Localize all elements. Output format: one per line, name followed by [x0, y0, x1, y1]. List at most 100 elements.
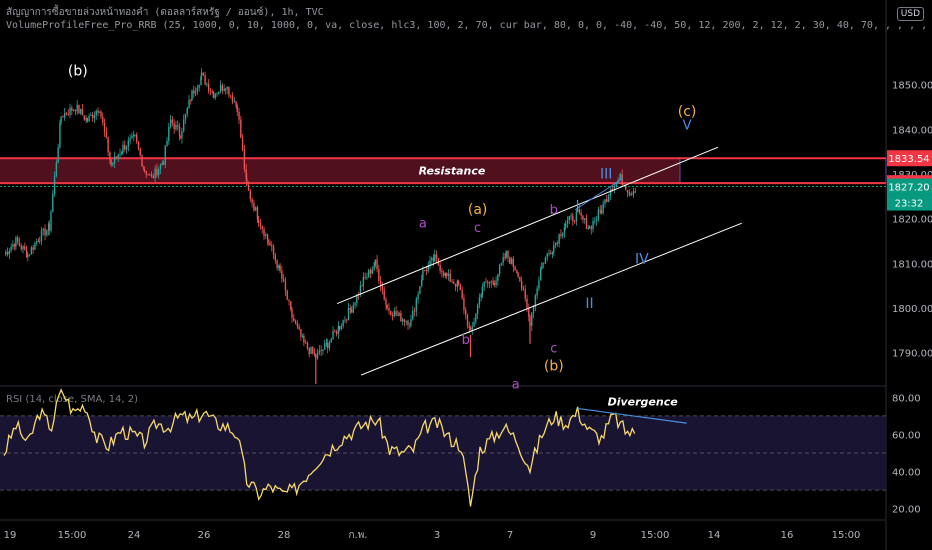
candle-body	[378, 269, 380, 281]
candle-body	[269, 242, 271, 246]
candle-body	[62, 116, 64, 118]
candle-body	[361, 285, 363, 287]
candle-body	[528, 308, 530, 317]
candle-body	[177, 125, 179, 127]
wave-label: c	[474, 221, 481, 236]
candle-body	[532, 307, 535, 314]
candle-body	[410, 319, 412, 325]
candle-body	[359, 285, 362, 295]
candle-body	[312, 347, 314, 354]
candle-body	[517, 273, 519, 277]
candle-body	[320, 350, 322, 352]
candle-body	[50, 211, 52, 231]
candle-body	[531, 313, 533, 326]
wave-label: V	[683, 118, 692, 133]
candle-body	[558, 234, 560, 244]
candle-body	[405, 320, 407, 322]
wave-label: a	[419, 217, 427, 232]
candle-body	[338, 325, 341, 330]
wave-label: b	[462, 333, 470, 348]
candle-body	[443, 272, 445, 276]
candle-body	[53, 175, 56, 194]
candle-body	[476, 304, 479, 315]
candle-body	[211, 91, 213, 93]
candle-body	[236, 105, 238, 112]
candle-body	[27, 254, 29, 258]
candle-body	[391, 315, 394, 317]
candle-body	[214, 93, 216, 98]
time-tick-label: ก.พ.	[348, 530, 367, 541]
divergence-label: Divergence	[608, 395, 679, 408]
candle-body	[294, 321, 297, 324]
candle-body	[626, 190, 629, 193]
candle-body	[505, 250, 507, 258]
candle-body	[629, 193, 631, 195]
candle-body	[109, 152, 111, 160]
candle-body	[272, 246, 275, 255]
candle-body	[254, 207, 257, 211]
price-tick-label: 1820.00	[892, 215, 932, 226]
candle-body	[65, 113, 68, 115]
candle-body	[522, 288, 525, 290]
candle-body	[573, 221, 576, 222]
currency-button[interactable]: USD	[896, 7, 924, 21]
candle-body	[304, 342, 307, 344]
candle-body	[383, 290, 385, 300]
rsi-tick-label: 80.00	[892, 393, 921, 404]
candle-body	[619, 178, 621, 181]
time-tick-label: 15:00	[58, 530, 87, 541]
candle-body	[364, 277, 366, 279]
candle-body	[235, 101, 237, 106]
wave-label: (b)	[544, 359, 564, 375]
candle-body	[48, 223, 50, 231]
candle-body	[55, 162, 58, 176]
candle-body	[400, 313, 402, 322]
candle-body	[152, 176, 155, 179]
candle-body	[52, 193, 54, 212]
candle-body	[322, 349, 324, 352]
candle-body	[607, 195, 610, 202]
candle-body	[196, 87, 199, 92]
candle-body	[44, 228, 46, 236]
candle-body	[435, 254, 438, 259]
candle-body	[261, 225, 263, 230]
candle-body	[81, 109, 84, 116]
candle-body	[548, 252, 550, 254]
candle-body	[564, 223, 567, 228]
candle-body	[534, 295, 537, 308]
candle-body	[580, 212, 582, 216]
candle-body	[541, 262, 543, 269]
wave-label: II	[585, 296, 593, 312]
candle-body	[456, 280, 459, 287]
candle-body	[110, 159, 112, 166]
candle-body	[595, 218, 598, 221]
candle-body	[429, 260, 431, 266]
candle-body	[594, 220, 596, 222]
candle-body	[432, 257, 435, 262]
candle-body	[592, 220, 594, 230]
candle-body	[352, 305, 354, 313]
candle-body	[538, 280, 540, 289]
candle-body	[453, 282, 455, 284]
candle-body	[200, 72, 203, 77]
candle-body	[553, 245, 555, 253]
candle-body	[497, 274, 499, 281]
candle-body	[403, 319, 406, 322]
candle-body	[493, 282, 495, 286]
candle-body	[342, 320, 344, 327]
candle-body	[115, 156, 118, 158]
candle-body	[597, 209, 600, 219]
candle-body	[613, 186, 616, 191]
indicator-legend[interactable]: VolumeProfileFree_Pro_RRB (25, 1000, 0, …	[6, 20, 932, 31]
candle-body	[69, 107, 71, 115]
price-label-box	[887, 150, 932, 167]
candle-body	[256, 207, 259, 220]
candle-body	[609, 192, 612, 196]
candle-body	[526, 298, 528, 309]
candle-body	[368, 269, 370, 277]
candle-body	[141, 155, 143, 167]
candle-body	[274, 254, 277, 261]
candle-body	[98, 111, 100, 113]
candle-body	[390, 311, 392, 316]
